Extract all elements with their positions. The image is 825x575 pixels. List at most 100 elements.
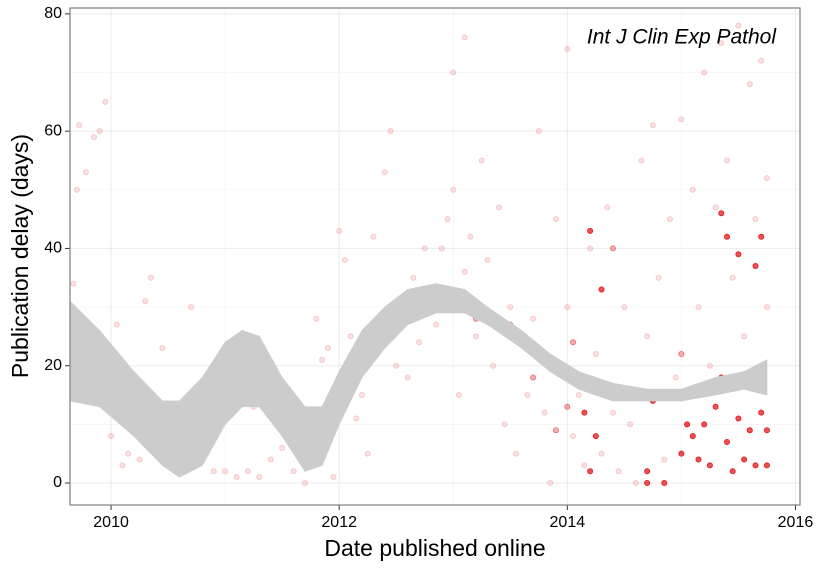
point [113,321,120,328]
point [353,415,360,422]
point [701,69,708,76]
point [587,245,594,252]
point [666,216,673,223]
point [644,333,651,340]
point [758,233,765,240]
point [661,480,668,487]
confidence-band [549,353,580,390]
point [735,415,742,422]
point [552,427,559,434]
point [370,233,377,240]
point [644,480,651,487]
point [695,304,702,311]
x-tick-label: 2012 [321,514,357,531]
point [478,157,485,164]
annotation: Int J Clin Exp Pathol [587,26,777,49]
point [763,427,770,434]
confidence-band [241,329,260,408]
point [564,403,571,410]
point [461,34,468,41]
point [746,81,753,88]
point [575,392,582,399]
point [672,374,679,381]
point [752,263,759,270]
point [604,204,611,211]
point [501,421,508,428]
point [267,456,274,463]
point [256,474,263,481]
point [729,274,736,281]
point [678,350,685,357]
point [678,116,685,123]
point [649,122,656,129]
point [763,175,770,182]
point [598,286,605,293]
point [712,403,719,410]
y-axis-title: Publication delay (days) [7,134,33,378]
point [587,468,594,475]
point [724,438,731,445]
confidence-band [224,329,243,426]
confidence-band [361,306,386,379]
point [444,216,451,223]
point [746,427,753,434]
point [564,46,571,53]
confidence-band [384,288,409,350]
confidence-band [578,371,614,402]
point [301,480,308,487]
y-tick-label: 40 [44,240,62,257]
confidence-band [321,371,340,466]
point [581,409,588,416]
point [233,474,240,481]
point [552,216,559,223]
confidence-band [680,376,716,402]
y-tick-label: 20 [44,357,62,374]
confidence-band [201,340,226,467]
point [718,40,725,47]
point [735,22,742,29]
point [718,210,725,217]
point [695,456,702,463]
point [570,339,577,346]
point [678,450,685,457]
point [421,245,428,252]
confidence-band [646,388,682,402]
point [330,474,337,481]
confidence-band [407,283,437,326]
confidence-band [258,334,283,438]
y-tick-label: 60 [44,122,62,139]
point [752,462,759,469]
point [324,345,331,352]
point [621,304,628,311]
point [724,157,731,164]
confidence-band [487,306,523,349]
point [279,444,286,451]
x-axis-title: Date published online [324,535,545,561]
point [741,456,748,463]
point [450,69,457,76]
point [735,251,742,258]
point [615,468,622,475]
point [136,456,143,463]
point [433,321,440,328]
point [461,268,468,275]
point [752,216,759,223]
point [524,392,531,399]
point [741,333,748,340]
confidence-band [69,300,101,408]
y-tick-label: 80 [44,5,62,22]
point [609,245,616,252]
point [655,274,662,281]
point [495,204,502,211]
point [102,98,109,105]
point [290,468,297,475]
point [96,128,103,135]
point [598,450,605,457]
point [644,468,651,475]
confidence-band [161,400,180,478]
point [490,362,497,369]
point [76,122,83,129]
point [125,450,132,457]
point [706,462,713,469]
point [244,468,251,475]
